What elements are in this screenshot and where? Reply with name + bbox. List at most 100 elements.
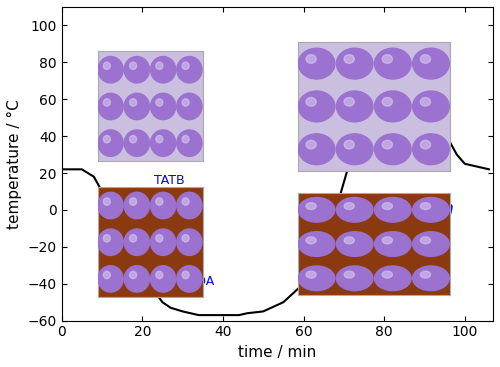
Circle shape xyxy=(150,130,176,156)
Circle shape xyxy=(124,229,150,255)
Circle shape xyxy=(156,135,163,143)
Circle shape xyxy=(156,99,163,106)
Circle shape xyxy=(306,55,316,63)
Circle shape xyxy=(298,48,335,79)
Circle shape xyxy=(412,197,449,222)
Circle shape xyxy=(177,229,202,255)
Circle shape xyxy=(150,229,176,255)
Circle shape xyxy=(298,266,335,291)
Circle shape xyxy=(104,99,110,106)
Circle shape xyxy=(130,99,136,106)
Circle shape xyxy=(182,135,189,143)
Circle shape xyxy=(374,266,411,291)
Y-axis label: temperature / °C: temperature / °C xyxy=(7,99,22,229)
Circle shape xyxy=(298,134,335,165)
Circle shape xyxy=(150,192,176,219)
Circle shape xyxy=(150,57,176,83)
Circle shape xyxy=(336,48,373,79)
Circle shape xyxy=(98,57,123,83)
Circle shape xyxy=(412,134,449,165)
Circle shape xyxy=(382,237,392,244)
Circle shape xyxy=(420,55,430,63)
Circle shape xyxy=(130,271,136,279)
Circle shape xyxy=(104,62,110,69)
Circle shape xyxy=(374,134,411,165)
Text: Δh: Δh xyxy=(370,120,380,128)
Circle shape xyxy=(412,91,449,122)
Circle shape xyxy=(177,266,202,292)
Circle shape xyxy=(306,98,316,106)
Circle shape xyxy=(298,197,335,222)
Circle shape xyxy=(177,93,202,120)
Circle shape xyxy=(98,130,123,156)
Circle shape xyxy=(130,198,136,205)
Circle shape xyxy=(182,271,189,279)
Circle shape xyxy=(177,192,202,219)
Circle shape xyxy=(98,229,123,255)
Circle shape xyxy=(420,98,430,106)
Circle shape xyxy=(150,266,176,292)
Circle shape xyxy=(344,203,354,210)
Circle shape xyxy=(382,55,392,63)
Circle shape xyxy=(156,198,163,205)
Circle shape xyxy=(156,271,163,279)
Text: Δh’: Δh’ xyxy=(370,235,382,244)
Circle shape xyxy=(98,93,123,120)
Circle shape xyxy=(374,197,411,222)
Circle shape xyxy=(182,62,189,69)
Text: TATB: TATB xyxy=(154,174,185,187)
Circle shape xyxy=(344,271,354,278)
X-axis label: time / min: time / min xyxy=(238,345,316,360)
Circle shape xyxy=(298,91,335,122)
Circle shape xyxy=(306,237,316,244)
Circle shape xyxy=(344,140,354,149)
Circle shape xyxy=(104,135,110,143)
Circle shape xyxy=(130,135,136,143)
Circle shape xyxy=(130,62,136,69)
Circle shape xyxy=(382,271,392,278)
Circle shape xyxy=(177,57,202,83)
Circle shape xyxy=(420,140,430,149)
Circle shape xyxy=(306,271,316,278)
Circle shape xyxy=(336,266,373,291)
Text: Δh’ < Δh: Δh’ < Δh xyxy=(374,200,454,218)
Circle shape xyxy=(382,140,392,149)
Circle shape xyxy=(374,91,411,122)
Circle shape xyxy=(336,197,373,222)
Circle shape xyxy=(382,98,392,106)
Circle shape xyxy=(374,232,411,257)
Circle shape xyxy=(344,237,354,244)
Circle shape xyxy=(298,232,335,257)
Circle shape xyxy=(344,98,354,106)
Circle shape xyxy=(420,203,430,210)
Circle shape xyxy=(98,192,123,219)
Circle shape xyxy=(124,57,150,83)
Circle shape xyxy=(124,266,150,292)
Circle shape xyxy=(104,271,110,279)
Circle shape xyxy=(156,235,163,242)
Circle shape xyxy=(124,130,150,156)
Circle shape xyxy=(420,271,430,278)
Circle shape xyxy=(150,93,176,120)
Circle shape xyxy=(412,232,449,257)
Circle shape xyxy=(130,235,136,242)
Circle shape xyxy=(336,134,373,165)
Circle shape xyxy=(336,91,373,122)
Circle shape xyxy=(177,130,202,156)
Circle shape xyxy=(104,235,110,242)
Circle shape xyxy=(104,198,110,205)
Circle shape xyxy=(374,48,411,79)
Circle shape xyxy=(306,140,316,149)
Circle shape xyxy=(420,237,430,244)
Circle shape xyxy=(124,93,150,120)
Circle shape xyxy=(412,48,449,79)
Circle shape xyxy=(382,203,392,210)
Circle shape xyxy=(156,62,163,69)
Circle shape xyxy=(182,99,189,106)
Circle shape xyxy=(306,203,316,210)
Circle shape xyxy=(336,232,373,257)
Circle shape xyxy=(344,55,354,63)
Circle shape xyxy=(98,266,123,292)
Circle shape xyxy=(412,266,449,291)
Text: TATB/PDA: TATB/PDA xyxy=(154,275,214,288)
